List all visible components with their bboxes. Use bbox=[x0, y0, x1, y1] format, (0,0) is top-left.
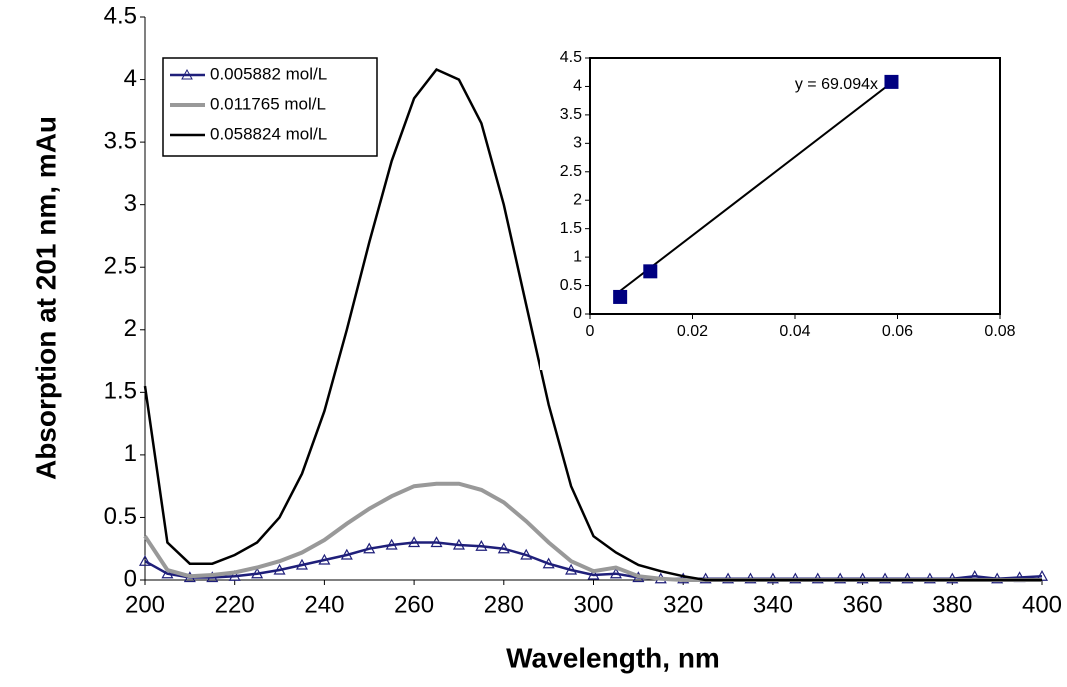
point-marker bbox=[587, 568, 600, 580]
y-tick-label: 1 bbox=[124, 440, 137, 467]
x-tick-label: 200 bbox=[125, 592, 165, 619]
point bbox=[884, 74, 899, 89]
point-marker bbox=[565, 563, 578, 575]
x-tick-label: 0.02 bbox=[677, 323, 708, 340]
point-marker bbox=[475, 539, 488, 551]
point bbox=[643, 264, 658, 279]
x-tick-label: 240 bbox=[304, 592, 344, 619]
y-tick-label: 3 bbox=[573, 135, 582, 152]
y-tick-label: 2 bbox=[573, 191, 582, 208]
point-marker bbox=[430, 536, 443, 548]
point-marker bbox=[318, 553, 331, 565]
y-tick-label: 4.5 bbox=[104, 2, 137, 29]
x-tick-label: 220 bbox=[215, 592, 255, 619]
y-tick-label: 1 bbox=[573, 248, 582, 265]
legend-label: 0.011765 mol/L bbox=[210, 94, 326, 113]
point-marker bbox=[385, 538, 398, 550]
y-tick-label: 3 bbox=[124, 190, 137, 217]
point-marker bbox=[161, 567, 174, 579]
y-tick-label: 3.5 bbox=[560, 106, 582, 123]
y-axis-title: Absorption at 201 nm, mAu bbox=[30, 116, 61, 480]
x-tick-label: 300 bbox=[573, 592, 613, 619]
x-tick-label: 400 bbox=[1022, 592, 1062, 619]
point-marker bbox=[228, 570, 241, 581]
x-tick-label: 0.04 bbox=[779, 323, 810, 340]
y-tick-label: 1.5 bbox=[104, 378, 137, 405]
y-tick-label: 0.5 bbox=[104, 503, 137, 530]
point-marker bbox=[340, 548, 353, 560]
y-tick-label: 4 bbox=[124, 65, 137, 92]
x-tick-label: 0.06 bbox=[882, 323, 913, 340]
point-marker bbox=[609, 567, 622, 579]
point-marker bbox=[251, 567, 264, 579]
x-tick-label: 360 bbox=[843, 592, 883, 619]
y-tick-label: 2 bbox=[124, 315, 137, 342]
point-marker bbox=[363, 542, 376, 554]
point-marker bbox=[520, 548, 533, 560]
y-tick-label: 4.5 bbox=[560, 49, 582, 66]
x-tick-label: 280 bbox=[484, 592, 524, 619]
legend-marker bbox=[181, 68, 193, 80]
y-tick-label: 4 bbox=[573, 78, 582, 95]
x-tick-label: 260 bbox=[394, 592, 434, 619]
y-tick-label: 0 bbox=[124, 565, 137, 592]
point-marker bbox=[138, 554, 152, 566]
trendline-label: y = 69.094x bbox=[795, 76, 878, 93]
legend-label: 0.058824 mol/L bbox=[210, 124, 327, 143]
y-tick-label: 2.5 bbox=[104, 253, 137, 280]
x-tick-label: 0 bbox=[586, 323, 595, 340]
point-marker bbox=[295, 558, 308, 570]
point bbox=[613, 289, 628, 304]
point-marker bbox=[273, 563, 286, 575]
series-line bbox=[143, 67, 1042, 582]
point-marker bbox=[452, 538, 465, 550]
y-tick-label: 1.5 bbox=[560, 220, 582, 237]
point-marker bbox=[542, 557, 555, 569]
x-tick-label: 320 bbox=[663, 592, 703, 619]
y-tick-label: 2.5 bbox=[560, 163, 582, 180]
legend-label: 0.005882 mol/L bbox=[210, 64, 327, 83]
x-tick-label: 380 bbox=[932, 592, 972, 619]
x-tick-label: 0.08 bbox=[984, 323, 1015, 340]
y-tick-label: 0 bbox=[573, 305, 582, 322]
point-marker bbox=[408, 536, 421, 548]
y-tick-label: 3.5 bbox=[104, 127, 137, 154]
y-tick-label: 0.5 bbox=[560, 277, 582, 294]
x-tick-label: 340 bbox=[753, 592, 793, 619]
x-axis-title: Wavelength, nm bbox=[506, 642, 720, 673]
inset-plot-area bbox=[589, 57, 1001, 315]
point-marker bbox=[497, 542, 510, 554]
trendline bbox=[619, 81, 893, 292]
